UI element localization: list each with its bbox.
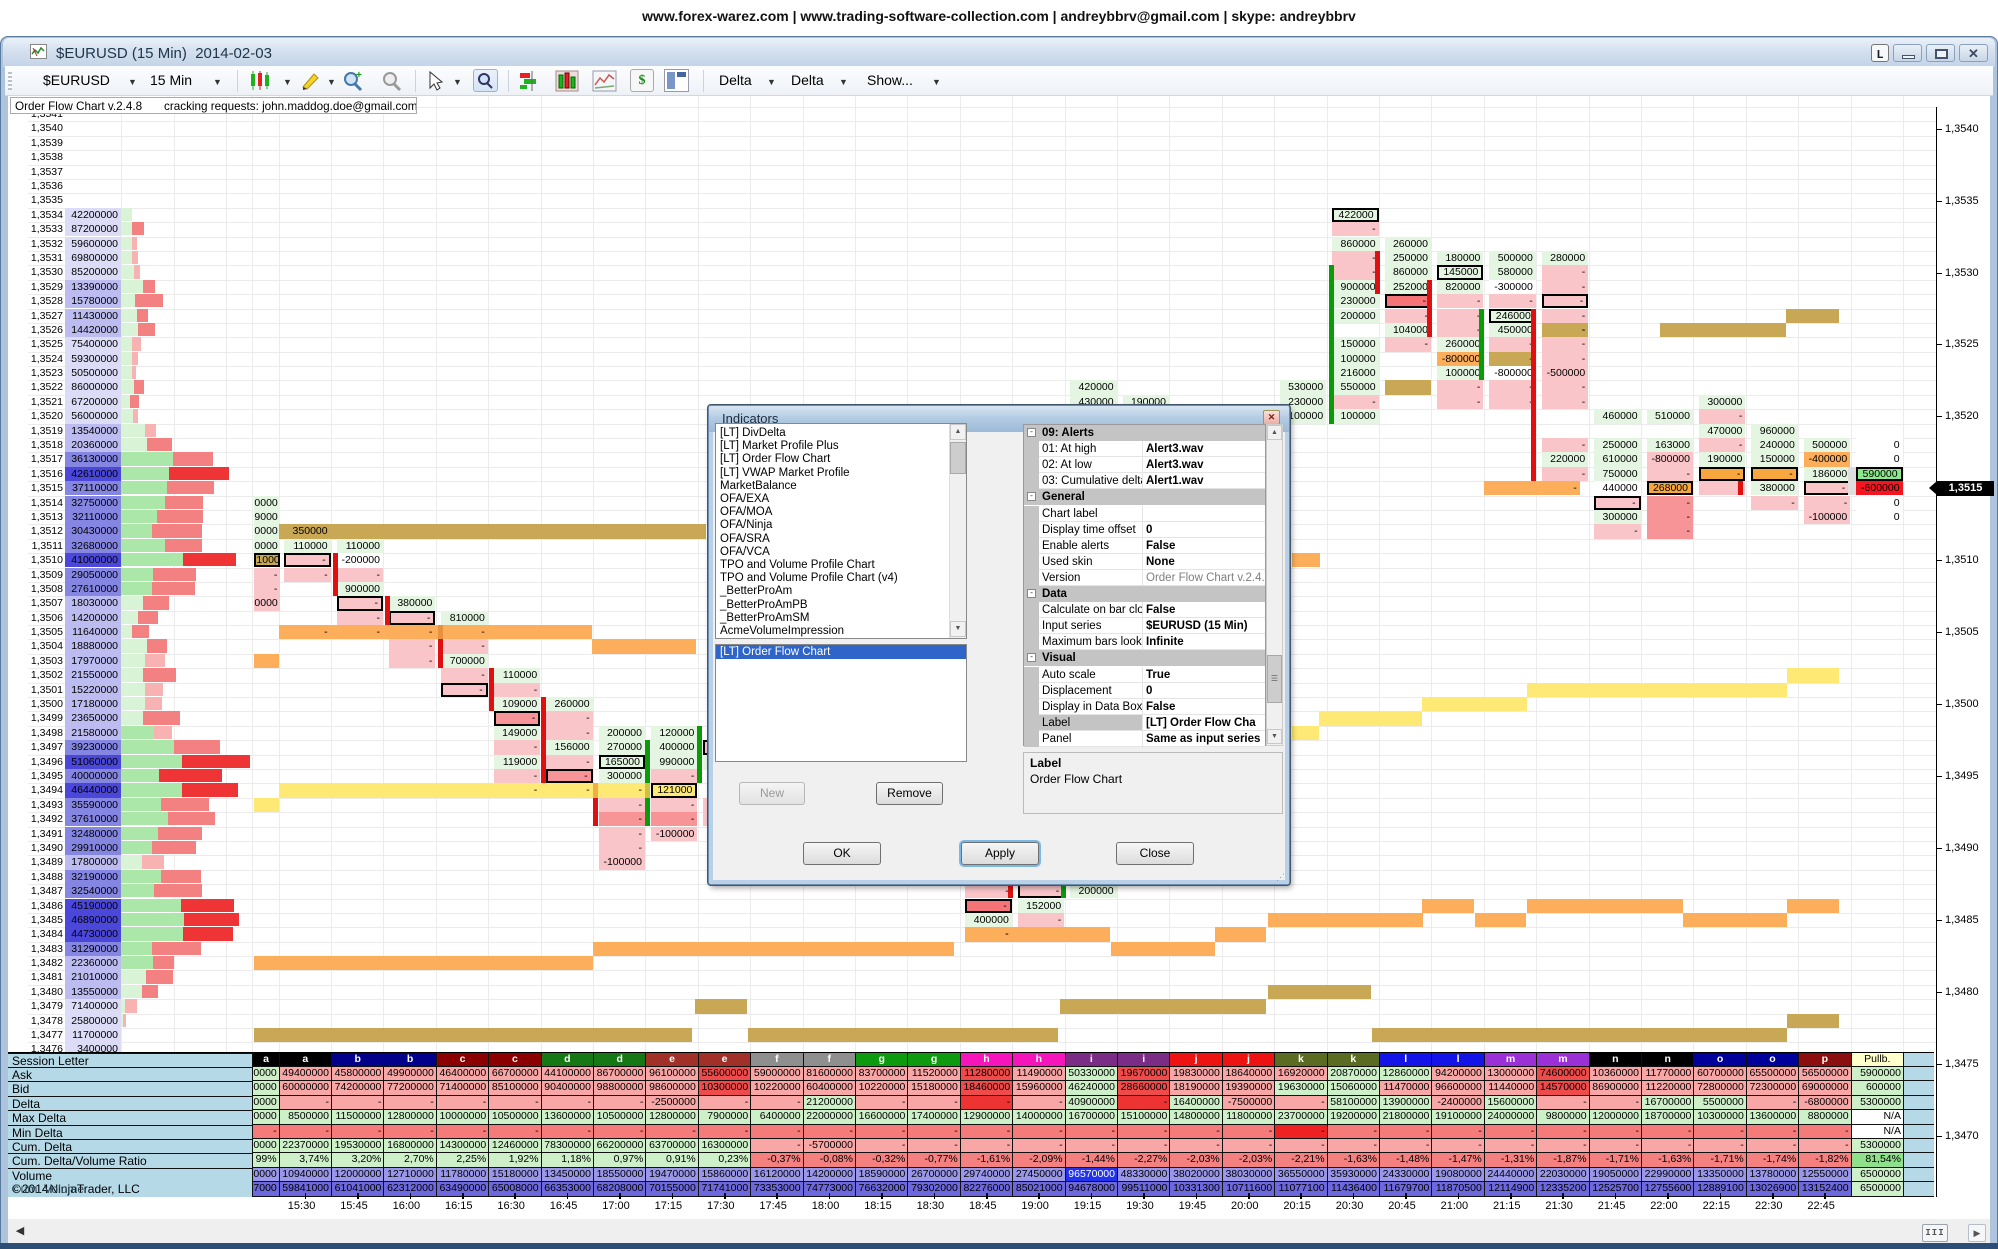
svg-text:+: + xyxy=(356,70,362,81)
